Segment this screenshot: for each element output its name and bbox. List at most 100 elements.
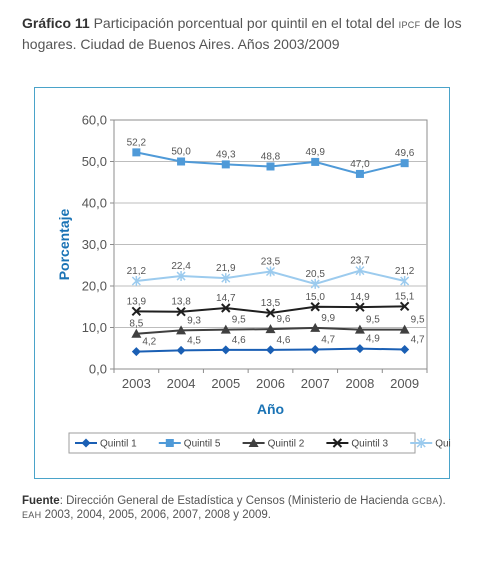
source-abbr-eah: EAH	[22, 510, 42, 520]
y-axis-label: Porcentaje	[56, 208, 72, 280]
data-label: 21,2	[395, 266, 415, 277]
data-label: 4,6	[232, 335, 246, 346]
legend-marker	[165, 439, 174, 447]
y-tick-label: 60,0	[82, 113, 107, 128]
data-label: 15,0	[305, 292, 325, 303]
data-label: 23,7	[350, 256, 370, 267]
data-point	[131, 347, 141, 357]
data-point	[355, 169, 364, 178]
data-point	[399, 324, 410, 334]
data-label: 8,5	[129, 319, 143, 330]
data-label: 50,0	[171, 147, 191, 158]
data-label: 9,3	[187, 315, 201, 326]
x-axis-label: Año	[257, 401, 284, 417]
data-point	[176, 325, 187, 335]
data-label: 49,6	[395, 148, 415, 159]
data-point	[177, 157, 186, 166]
source-note: Fuente: Dirección General de Estadística…	[22, 494, 462, 522]
data-label: 21,9	[216, 263, 236, 274]
x-tick-label: 2009	[390, 376, 419, 391]
data-point	[221, 160, 230, 169]
legend-label: Quintil 1	[100, 439, 137, 450]
chart-header: Gráfico 11 Participación porcentual por …	[22, 14, 462, 54]
y-tick-label: 0,0	[89, 362, 107, 377]
data-point	[265, 266, 276, 277]
series-quintil-1: 4,2 4,5 4,6 4,6 4,7 4,9 4,7	[131, 334, 425, 357]
data-point	[131, 306, 142, 317]
data-label: 4,7	[411, 334, 425, 345]
data-point	[176, 345, 186, 355]
data-point	[221, 273, 231, 284]
chart-frame: 0,0 10,0 20,0 30,0 40,0 50,0 60,0 2003 2004 2005 2…	[34, 87, 451, 479]
data-label: 9,5	[411, 315, 425, 326]
legend-marker	[416, 438, 426, 448]
data-point	[265, 324, 276, 334]
source-text-mid: ).	[438, 495, 446, 507]
series-quintil-5: 52,2 50,0 49,3 48,8 49,9 47,0 49,6	[127, 137, 415, 178]
data-point	[400, 159, 409, 168]
legend-marker	[248, 438, 259, 447]
data-label: 21,2	[127, 266, 147, 277]
data-point	[311, 157, 320, 166]
data-label: 49,9	[305, 147, 325, 158]
data-point	[355, 344, 365, 354]
data-label: 14,9	[350, 292, 370, 303]
data-point	[176, 307, 186, 317]
series-quintil-4: 21,2 22,4 21,9 23,5 20,5 23,7 21,2	[127, 256, 415, 289]
title-text-post: de los hogares. Ciudad de Buenos Aires. …	[22, 15, 462, 52]
data-label: 13,8	[171, 297, 191, 308]
x-tick-label: 2006	[256, 376, 285, 391]
line-chart: 0,0 10,0 20,0 30,0 40,0 50,0 60,0 2003 2004 2005 2…	[56, 113, 451, 454]
data-label: 20,5	[305, 269, 325, 280]
data-point	[221, 345, 231, 355]
x-tick-label: 2005	[211, 376, 240, 391]
data-label: 23,5	[261, 256, 281, 267]
figure-title: Participación porcentual por quintil en …	[22, 15, 462, 52]
data-point	[310, 302, 320, 312]
data-point	[266, 162, 275, 171]
data-point	[131, 276, 141, 287]
data-label: 9,6	[277, 314, 291, 325]
data-label: 9,9	[321, 313, 335, 324]
data-label: 22,4	[171, 261, 191, 272]
data-label: 13,5	[261, 298, 281, 309]
y-tick-label: 20,0	[82, 279, 107, 294]
data-point	[132, 148, 141, 157]
data-point	[355, 302, 365, 312]
data-label: 9,5	[232, 315, 246, 326]
legend-label: Quintil 3	[351, 439, 388, 450]
figure-number: Gráfico 11	[22, 15, 90, 31]
legend-marker	[332, 438, 343, 448]
legend-label: Quintil 4	[435, 439, 451, 450]
data-point	[310, 322, 321, 332]
data-point	[354, 324, 365, 334]
data-point	[310, 344, 320, 354]
data-point	[400, 276, 410, 287]
data-label: 4,5	[187, 335, 201, 346]
data-point	[310, 278, 320, 289]
data-label: 48,8	[261, 151, 281, 162]
data-point	[399, 301, 410, 312]
legend-item: Quintil 5	[158, 439, 221, 450]
y-tick-label: 40,0	[82, 196, 107, 211]
data-point	[355, 265, 365, 276]
data-label: 4,2	[142, 337, 156, 348]
source-abbr-gcba: GCBA	[411, 496, 439, 506]
data-label: 4,6	[277, 335, 291, 346]
data-label: 15,1	[395, 291, 415, 302]
data-label: 14,7	[216, 293, 236, 304]
data-point	[400, 344, 410, 354]
legend-label: Quintil 2	[268, 439, 305, 450]
series-quintil-2: 8,5 9,3 9,5 9,6 9,9 9,5 9,5	[129, 313, 425, 338]
series-quintil-3: 13,9 13,8 14,7 13,5 15,0 14,9 15,1	[127, 291, 415, 318]
data-label: 4,7	[321, 334, 335, 345]
data-label: 4,9	[366, 334, 380, 345]
title-abbr: IPCF	[398, 20, 421, 30]
legend-item: Quintil 3	[326, 438, 389, 450]
x-tick-label: 2003	[122, 376, 151, 391]
data-point	[266, 345, 275, 355]
x-tick-label: 2007	[301, 376, 330, 391]
y-tick-label: 30,0	[82, 237, 107, 252]
data-point	[221, 303, 231, 313]
data-label: 52,2	[127, 137, 147, 148]
